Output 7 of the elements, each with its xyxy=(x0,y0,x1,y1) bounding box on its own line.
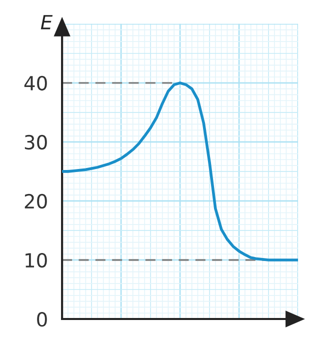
y-tick-label: 20 xyxy=(24,194,47,209)
y-tick-label: 30 xyxy=(24,134,47,150)
y-axis-title: E xyxy=(40,15,53,30)
y-tick-label: 0 xyxy=(37,312,47,327)
y-tick-label: 40 xyxy=(24,76,47,91)
line-series xyxy=(62,82,298,262)
y-tick-label: 10 xyxy=(26,252,47,268)
